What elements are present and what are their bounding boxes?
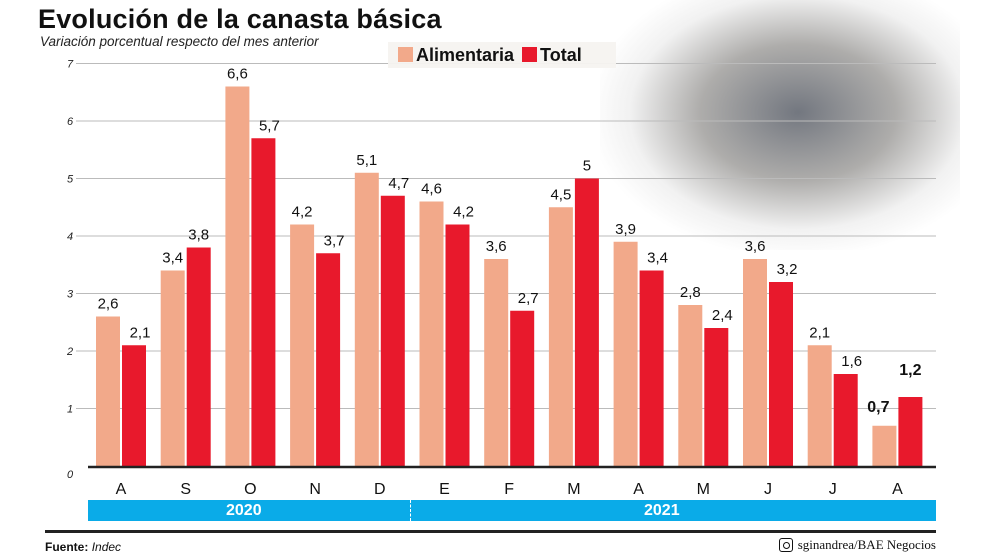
y-tick-label: 7 <box>67 59 74 71</box>
bar-alimentaria <box>354 172 379 466</box>
year-label-2021: 2021 <box>644 502 680 519</box>
chart-title: Evolución de la canasta básica <box>38 4 442 34</box>
bar-total <box>769 282 793 466</box>
legend-swatch <box>398 46 413 62</box>
bar-total <box>833 374 858 466</box>
x-tick-label: A <box>633 481 644 498</box>
bar-alimentaria <box>484 259 509 466</box>
data-label: 3,8 <box>188 227 209 244</box>
bar-total <box>122 345 146 466</box>
data-label: 5,7 <box>259 117 280 134</box>
data-label: 4,2 <box>453 204 474 221</box>
bar-alimentaria <box>225 86 250 466</box>
x-tick-label: E <box>439 481 450 498</box>
bar-alimentaria <box>743 259 767 466</box>
legend-item-alimentaria: Alimentaria <box>398 45 514 66</box>
data-label: 0,7 <box>867 399 889 416</box>
data-label: 4,5 <box>550 186 571 203</box>
bar-alimentaria <box>290 224 315 466</box>
data-label: 1,2 <box>899 362 921 379</box>
data-label: 3,2 <box>777 261 798 278</box>
source: Fuente: Indec <box>45 540 121 554</box>
data-label: 2,4 <box>712 307 733 324</box>
x-tick-label: O <box>244 481 256 498</box>
data-label: 4,6 <box>421 181 442 198</box>
background-photo <box>600 0 960 250</box>
bar-alimentaria <box>419 201 444 466</box>
x-tick-label: J <box>829 481 837 498</box>
data-label: 3,6 <box>486 238 507 255</box>
x-tick-label: M <box>697 481 710 498</box>
x-tick-label: F <box>504 481 514 498</box>
bar-total <box>445 224 470 466</box>
y-tick-label: 6 <box>67 116 74 128</box>
bar-total <box>316 253 341 466</box>
chart-subtitle: Variación porcentual respecto del mes an… <box>40 34 319 49</box>
legend-label: Alimentaria <box>416 44 515 65</box>
bar-alimentaria <box>678 305 703 466</box>
bar-alimentaria <box>96 316 120 466</box>
y-tick-label: 1 <box>67 404 73 416</box>
source-value: Indec <box>91 540 122 554</box>
bar-total <box>251 138 276 466</box>
bar-total <box>639 270 664 466</box>
bar-total <box>704 328 729 466</box>
y-tick-label: 4 <box>67 231 73 243</box>
data-label: 2,1 <box>809 324 830 341</box>
data-label: 3,4 <box>162 250 183 267</box>
x-tick-label: J <box>764 481 772 498</box>
y-tick-label: 3 <box>67 289 74 301</box>
y-tick-label: 2 <box>66 346 73 358</box>
instagram-icon <box>778 538 793 552</box>
y-tick-label: 5 <box>67 174 74 186</box>
data-label: 4,2 <box>292 204 313 221</box>
x-tick-label: D <box>374 481 386 498</box>
legend-label: Total <box>540 44 582 65</box>
data-label: 3,9 <box>615 221 636 238</box>
data-label: 5,1 <box>356 152 377 169</box>
data-label: 4,7 <box>388 175 409 192</box>
data-label: 1,6 <box>841 353 862 370</box>
credit-text: sginandrea/BAE Negocios <box>797 537 936 552</box>
bar-alimentaria <box>160 270 185 466</box>
year-divider <box>410 500 411 521</box>
data-label: 3,6 <box>745 238 766 255</box>
bar-alimentaria <box>872 425 897 466</box>
year-bar: 2020 2021 <box>88 500 936 521</box>
data-label: 3,4 <box>647 250 668 267</box>
x-tick-label: A <box>116 481 127 498</box>
data-label: 2,7 <box>518 290 539 307</box>
data-label: 6,6 <box>227 66 248 83</box>
bar-alimentaria <box>613 241 638 466</box>
legend-swatch <box>522 46 538 62</box>
data-label: 5 <box>583 158 591 175</box>
x-tick-label: M <box>567 481 580 498</box>
bar-total <box>898 397 923 466</box>
legend: Alimentaria Total <box>388 42 616 68</box>
x-tick-label: S <box>180 481 191 498</box>
data-label: 2,1 <box>130 324 151 341</box>
data-label: 2,6 <box>98 296 119 313</box>
bar-alimentaria <box>807 345 832 466</box>
footer-rule <box>45 530 936 533</box>
bar-total <box>186 247 211 466</box>
year-label-2020: 2020 <box>226 502 262 519</box>
x-tick-label: N <box>309 481 321 498</box>
bar-total <box>574 178 599 466</box>
legend-item-total: Total <box>522 45 582 66</box>
y-tick-label: 0 <box>67 469 74 481</box>
bar-total <box>380 195 405 466</box>
data-label: 3,7 <box>324 232 345 249</box>
bar-total <box>510 310 535 466</box>
data-label: 2,8 <box>680 284 701 301</box>
x-tick-label: A <box>892 481 903 498</box>
credit: sginandrea/BAE Negocios <box>778 537 936 553</box>
source-label: Fuente: <box>45 540 89 554</box>
bar-alimentaria <box>548 207 573 466</box>
